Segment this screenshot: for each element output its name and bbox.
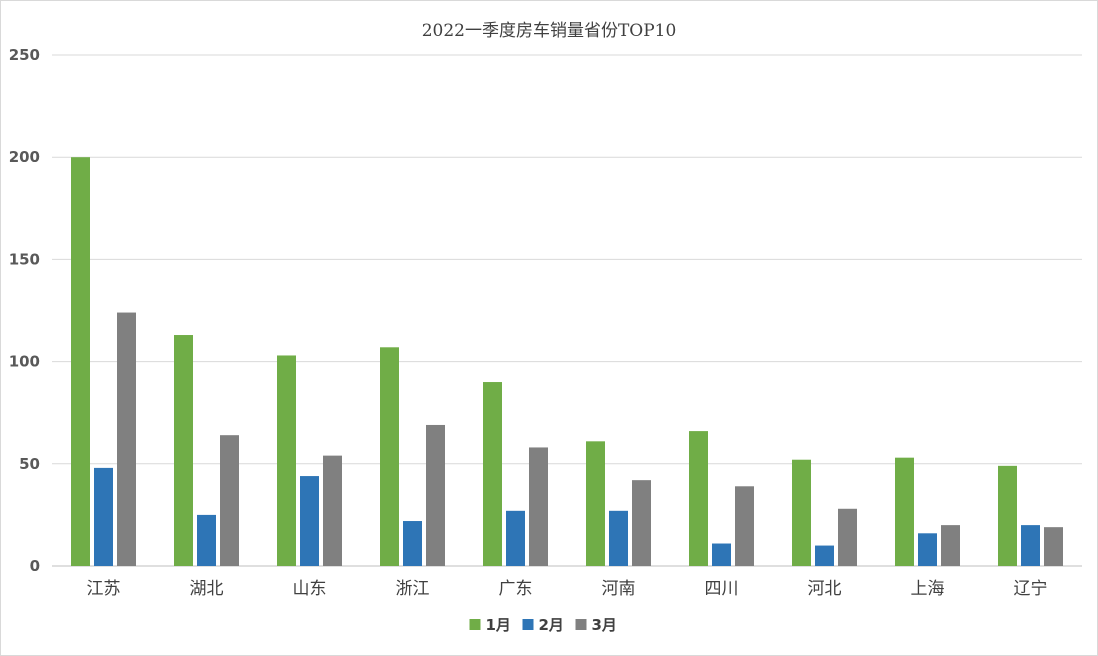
x-category-label: 四川 bbox=[705, 579, 739, 599]
y-tick-label: 50 bbox=[19, 455, 40, 473]
bars bbox=[71, 157, 1063, 566]
bar-2 bbox=[712, 543, 731, 566]
bar-2 bbox=[506, 510, 525, 566]
bar-3 bbox=[220, 435, 239, 566]
x-category-label: 湖北 bbox=[190, 579, 224, 599]
legend-label: 1月 bbox=[486, 616, 511, 634]
y-axis-ticks: 0 50 100 150 200 250 bbox=[9, 46, 40, 575]
x-category-label: 辽宁 bbox=[1014, 579, 1048, 599]
x-axis-labels: 江苏 湖北 山东 浙江 广东 河南 四川 河北 上海 辽宁 bbox=[87, 579, 1048, 599]
bar-2 bbox=[300, 476, 319, 566]
bar-1 bbox=[586, 441, 605, 566]
bar-1 bbox=[174, 335, 193, 566]
x-category-label: 江苏 bbox=[87, 579, 121, 599]
y-tick-label: 150 bbox=[9, 250, 40, 268]
x-category-label: 河北 bbox=[808, 579, 842, 599]
bar-1 bbox=[277, 355, 296, 566]
bar-1 bbox=[380, 347, 399, 566]
bar-2 bbox=[918, 533, 937, 566]
legend-swatch bbox=[469, 619, 481, 630]
bar-3 bbox=[529, 447, 548, 566]
y-tick-label: 0 bbox=[30, 557, 40, 575]
bar-3 bbox=[117, 312, 136, 566]
bar-1 bbox=[895, 457, 914, 566]
bar-3 bbox=[632, 480, 651, 566]
x-category-label: 上海 bbox=[911, 579, 945, 599]
bar-3 bbox=[1044, 527, 1063, 566]
legend-swatch bbox=[522, 619, 534, 630]
bar-3 bbox=[323, 455, 342, 566]
legend-swatch bbox=[575, 619, 587, 630]
bar-1 bbox=[71, 157, 90, 566]
y-tick-label: 100 bbox=[9, 353, 40, 371]
x-category-label: 山东 bbox=[293, 579, 327, 599]
legend-label: 2月 bbox=[539, 616, 564, 634]
bar-3 bbox=[941, 525, 960, 566]
bar-2 bbox=[609, 510, 628, 566]
chart-title: 2022一季度房车销量省份TOP10 bbox=[421, 21, 677, 41]
bar-3 bbox=[838, 508, 857, 566]
legend: 1月 2月 3月 bbox=[469, 616, 617, 634]
bar-1 bbox=[483, 382, 502, 566]
bar-3 bbox=[426, 424, 445, 566]
bar-1 bbox=[792, 459, 811, 566]
x-category-label: 广东 bbox=[499, 579, 533, 599]
gridlines bbox=[52, 54, 1082, 567]
bar-3 bbox=[735, 486, 754, 566]
bar-2 bbox=[94, 467, 113, 566]
legend-label: 3月 bbox=[592, 616, 617, 634]
x-category-label: 河南 bbox=[602, 579, 636, 599]
bar-2 bbox=[1021, 525, 1040, 566]
y-tick-label: 200 bbox=[9, 148, 40, 166]
bar-1 bbox=[998, 465, 1017, 566]
x-category-label: 浙江 bbox=[396, 579, 430, 599]
bar-2 bbox=[403, 521, 422, 566]
bar-2 bbox=[815, 545, 834, 566]
bar-1 bbox=[689, 431, 708, 566]
y-tick-label: 250 bbox=[9, 46, 40, 64]
bar-2 bbox=[197, 514, 216, 566]
